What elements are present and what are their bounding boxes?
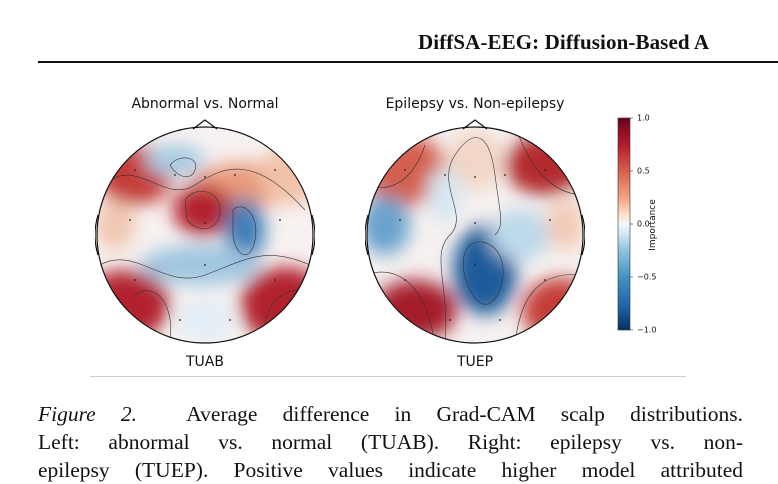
colorbar-tick: 1.0 <box>637 113 650 123</box>
panel-label-tuep: TUEP <box>456 354 494 370</box>
caption-line-3: epilepsy (TUEP). Positive values indicat… <box>38 458 743 482</box>
panel-label-tuab: TUAB <box>186 354 224 370</box>
topomap-tuab <box>95 119 315 344</box>
colorbar-tick: −1.0 <box>637 325 657 335</box>
topomap-tuep <box>365 119 585 344</box>
figure-caption: Figure 2. Average difference in Grad-CAM… <box>38 400 743 484</box>
caption-number: Figure 2. <box>38 402 138 426</box>
colorbar-tick: 0.5 <box>637 166 650 176</box>
colorbar-label: Importance <box>648 199 658 251</box>
caption-text-1: Average difference in Grad-CAM scalp dis… <box>186 402 743 426</box>
caption-line-1: Figure 2. Average difference in Grad-CAM… <box>38 400 743 428</box>
panel-title-tuep: Epilepsy vs. Non-epilepsy <box>385 96 565 112</box>
header-rule <box>38 61 778 63</box>
panel-title-tuab: Abnormal vs. Normal <box>131 96 279 112</box>
colorbar-tick: −0.5 <box>637 272 657 282</box>
figure-rule <box>90 376 686 377</box>
colorbar <box>617 117 633 331</box>
caption-line-2: Left: abnormal vs. normal (TUAB). Right:… <box>38 430 743 454</box>
running-title: DiffSA-EEG: Diffusion-Based A <box>418 30 710 54</box>
colorbar-tick: 0.0 <box>637 219 650 229</box>
